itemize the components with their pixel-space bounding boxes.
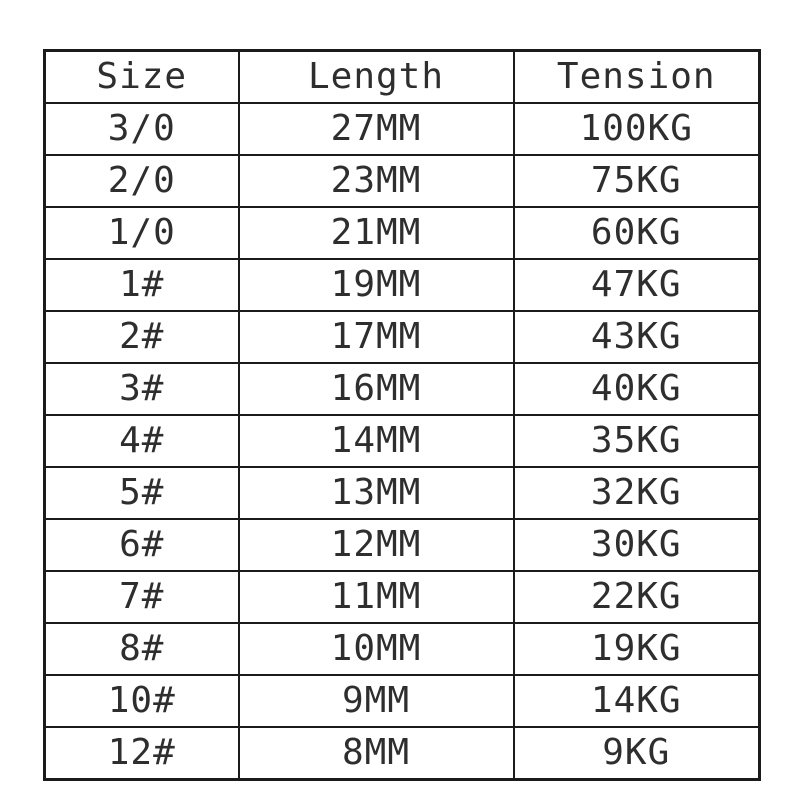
table-cell-tension: 19KG xyxy=(512,622,761,676)
table-cell-tension: 22KG xyxy=(512,570,761,624)
table-cell-size: 7# xyxy=(43,570,240,624)
table-cell-length: 27MM xyxy=(237,102,515,156)
table-cell-tension: 40KG xyxy=(512,362,761,416)
header-size: Size xyxy=(43,49,240,104)
table-cell-size: 3# xyxy=(43,362,240,416)
table-cell-tension: 100KG xyxy=(512,102,761,156)
table-cell-tension: 9KG xyxy=(512,726,761,781)
table-row: 12# 8MM 9KG xyxy=(43,726,761,781)
table-cell-length: 23MM xyxy=(237,154,515,208)
table-cell-tension: 75KG xyxy=(512,154,761,208)
table-cell-tension: 32KG xyxy=(512,466,761,520)
table-cell-length: 10MM xyxy=(237,622,515,676)
table-row: 6# 12MM 30KG xyxy=(43,518,761,572)
table-cell-length: 17MM xyxy=(237,310,515,364)
spec-table: Size Length Tension 3/0 27MM 100KG 2/0 23MM 7… xyxy=(43,49,761,781)
table-cell-size: 2/0 xyxy=(43,154,240,208)
header-tension: Tension xyxy=(512,49,761,104)
table-cell-tension: 14KG xyxy=(512,674,761,728)
table-row: 5# 13MM 32KG xyxy=(43,466,761,520)
table-cell-tension: 60KG xyxy=(512,206,761,260)
table-cell-size: 2# xyxy=(43,310,240,364)
table-cell-length: 9MM xyxy=(237,674,515,728)
table-body: 3/0 27MM 100KG 2/0 23MM 75KG 1/0 21MM 60KG 1# 19MM… xyxy=(43,102,761,781)
table-row: 3# 16MM 40KG xyxy=(43,362,761,416)
table-cell-length: 12MM xyxy=(237,518,515,572)
table-row: 8# 10MM 19KG xyxy=(43,622,761,676)
table-cell-length: 16MM xyxy=(237,362,515,416)
table-cell-tension: 35KG xyxy=(512,414,761,468)
table-row: 10# 9MM 14KG xyxy=(43,674,761,728)
table-cell-size: 10# xyxy=(43,674,240,728)
header-length: Length xyxy=(237,49,515,104)
table-cell-size: 6# xyxy=(43,518,240,572)
table-cell-size: 5# xyxy=(43,466,240,520)
table-cell-tension: 30KG xyxy=(512,518,761,572)
table-cell-size: 1/0 xyxy=(43,206,240,260)
table-cell-length: 11MM xyxy=(237,570,515,624)
table-cell-length: 14MM xyxy=(237,414,515,468)
table-cell-tension: 43KG xyxy=(512,310,761,364)
table-cell-length: 13MM xyxy=(237,466,515,520)
table-row: 3/0 27MM 100KG xyxy=(43,102,761,156)
table-row: 2# 17MM 43KG xyxy=(43,310,761,364)
table-cell-size: 4# xyxy=(43,414,240,468)
table-cell-length: 19MM xyxy=(237,258,515,312)
table-row: 1# 19MM 47KG xyxy=(43,258,761,312)
table-cell-size: 12# xyxy=(43,726,240,781)
table-cell-size: 3/0 xyxy=(43,102,240,156)
table-cell-size: 8# xyxy=(43,622,240,676)
table-cell-length: 8MM xyxy=(237,726,515,781)
table-row: 7# 11MM 22KG xyxy=(43,570,761,624)
table-cell-size: 1# xyxy=(43,258,240,312)
table-row: 1/0 21MM 60KG xyxy=(43,206,761,260)
table-header-row: Size Length Tension xyxy=(43,49,761,104)
table-cell-length: 21MM xyxy=(237,206,515,260)
table-row: 4# 14MM 35KG xyxy=(43,414,761,468)
table-cell-tension: 47KG xyxy=(512,258,761,312)
table-row: 2/0 23MM 75KG xyxy=(43,154,761,208)
